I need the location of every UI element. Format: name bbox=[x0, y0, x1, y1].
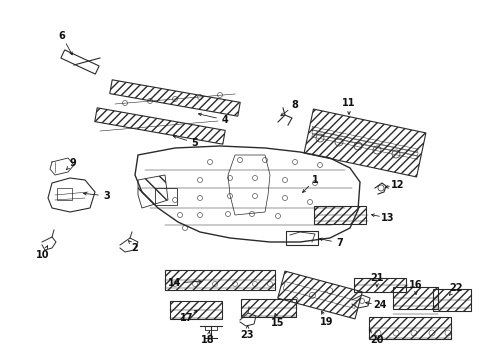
Text: 8: 8 bbox=[291, 100, 298, 110]
Text: 5: 5 bbox=[191, 138, 198, 148]
Text: 6: 6 bbox=[59, 31, 65, 41]
Text: 19: 19 bbox=[320, 317, 333, 327]
Text: 14: 14 bbox=[168, 278, 182, 288]
Text: 2: 2 bbox=[131, 243, 138, 253]
Text: 4: 4 bbox=[221, 115, 228, 125]
Text: 10: 10 bbox=[36, 250, 50, 260]
Text: 13: 13 bbox=[381, 213, 394, 223]
Text: 17: 17 bbox=[180, 313, 193, 323]
Text: 3: 3 bbox=[103, 191, 110, 201]
Text: 1: 1 bbox=[311, 175, 318, 185]
Bar bbox=[155, 188, 177, 205]
Text: 18: 18 bbox=[201, 335, 214, 345]
Bar bbox=[57, 188, 72, 200]
Text: 15: 15 bbox=[271, 318, 284, 328]
Text: 7: 7 bbox=[336, 238, 343, 248]
Text: 12: 12 bbox=[390, 180, 404, 190]
Text: 23: 23 bbox=[240, 330, 253, 340]
Text: 11: 11 bbox=[342, 98, 355, 108]
Text: 24: 24 bbox=[372, 300, 386, 310]
Text: 9: 9 bbox=[69, 158, 76, 168]
Text: 21: 21 bbox=[369, 273, 383, 283]
Text: 16: 16 bbox=[408, 280, 422, 290]
Text: 22: 22 bbox=[448, 283, 462, 293]
Text: 20: 20 bbox=[369, 335, 383, 345]
